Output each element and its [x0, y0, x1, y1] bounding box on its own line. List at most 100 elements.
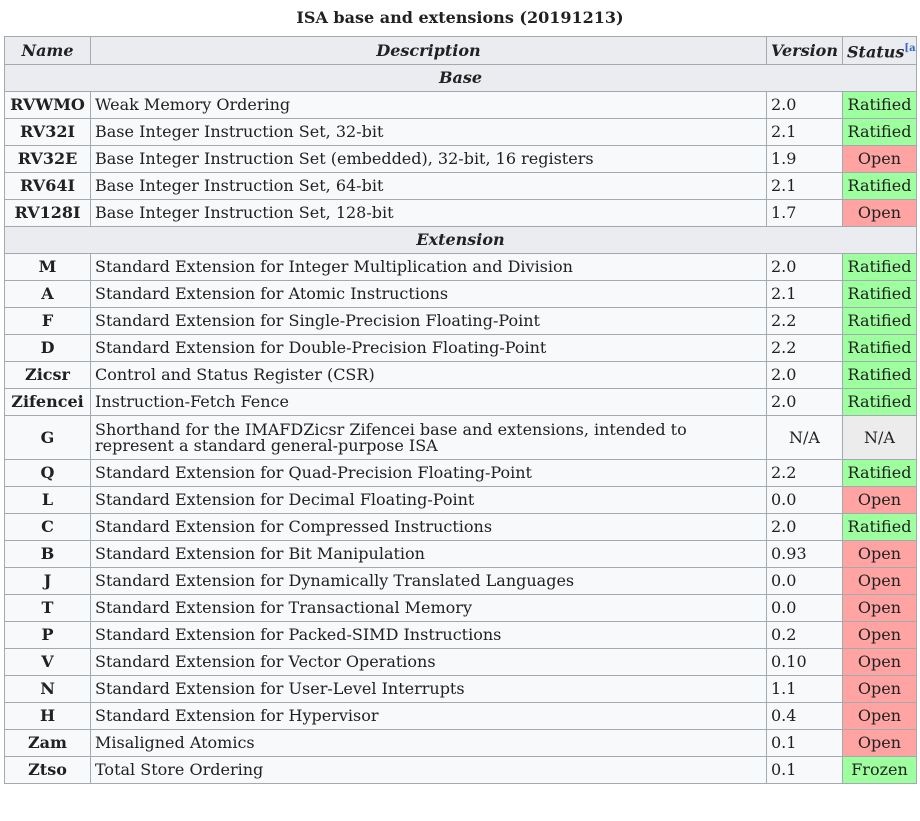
column-header-status[interactable]: Status[a] — [842, 36, 917, 65]
table-row: Ztso Total Store Ordering 0.1 Frozen — [4, 756, 917, 784]
extension-name[interactable]: C — [4, 513, 91, 541]
extension-name[interactable]: P — [4, 621, 91, 649]
table-row: RV32E Base Integer Instruction Set (embed… — [4, 145, 917, 173]
status-badge: Ratified — [842, 361, 917, 389]
extension-name[interactable]: M — [4, 253, 91, 281]
extension-version: 2.2 — [766, 459, 843, 487]
extension-version: 1.7 — [766, 199, 843, 227]
extension-version: 2.1 — [766, 280, 843, 308]
section-title: Base — [4, 64, 917, 92]
status-badge: Open — [842, 145, 917, 173]
extension-description: Standard Extension for Transactional Mem… — [90, 594, 767, 622]
section-title: Extension — [4, 226, 917, 254]
status-badge: Open — [842, 648, 917, 676]
extension-version: 0.93 — [766, 540, 843, 568]
table-row: F Standard Extension for Single-Precision… — [4, 307, 917, 335]
table-row: V Standard Extension for Vector Operation… — [4, 648, 917, 676]
extension-version: 0.1 — [766, 756, 843, 784]
extension-name[interactable]: A — [4, 280, 91, 308]
status-badge: N/A — [842, 415, 917, 460]
table-row: Q Standard Extension for Quad-Precision F… — [4, 459, 917, 487]
extension-description: Base Integer Instruction Set, 128-bit — [90, 199, 767, 227]
extension-description: Standard Extension for Compressed Instru… — [90, 513, 767, 541]
extension-name[interactable]: Zifencei — [4, 388, 91, 416]
extension-version: 0.0 — [766, 486, 843, 514]
extension-description: Standard Extension for Packed-SIMD Instr… — [90, 621, 767, 649]
extension-description: Standard Extension for Hypervisor — [90, 702, 767, 730]
extension-name[interactable]: Zicsr — [4, 361, 91, 389]
table-row: RVWMO Weak Memory Ordering 2.0 Ratified — [4, 91, 917, 119]
extension-name[interactable]: H — [4, 702, 91, 730]
extension-name[interactable]: F — [4, 307, 91, 335]
extension-description: Total Store Ordering — [90, 756, 767, 784]
extension-name[interactable]: J — [4, 567, 91, 595]
status-badge: Open — [842, 567, 917, 595]
table-row: Zicsr Control and Status Register (CSR) 2.… — [4, 361, 917, 389]
status-badge: Open — [842, 702, 917, 730]
extension-description: Standard Extension for Atomic Instructio… — [90, 280, 767, 308]
section-row-base: Base — [4, 64, 917, 92]
extension-version: N/A — [766, 415, 843, 460]
extension-version: 2.0 — [766, 513, 843, 541]
extension-version: 0.0 — [766, 594, 843, 622]
extension-name[interactable]: RVWMO — [4, 91, 91, 119]
extension-description: Standard Extension for Decimal Floating-… — [90, 486, 767, 514]
column-header-version[interactable]: Version — [766, 36, 843, 65]
extension-description: Base Integer Instruction Set, 64-bit — [90, 172, 767, 200]
extension-name[interactable]: G — [4, 415, 91, 460]
extension-description: Standard Extension for Integer Multiplic… — [90, 253, 767, 281]
column-header-name[interactable]: Name — [4, 36, 91, 65]
extension-version: 0.2 — [766, 621, 843, 649]
extension-version: 2.1 — [766, 172, 843, 200]
status-badge: Ratified — [842, 280, 917, 308]
isa-table: Name Description Version Status[a] BaseR… — [4, 36, 917, 784]
column-header-description[interactable]: Description — [90, 36, 767, 65]
status-badge: Ratified — [842, 253, 917, 281]
extension-name[interactable]: Zam — [4, 729, 91, 757]
extension-version: 2.0 — [766, 91, 843, 119]
table-row: J Standard Extension for Dynamically Tran… — [4, 567, 917, 595]
status-badge: Ratified — [842, 459, 917, 487]
extension-name[interactable]: Q — [4, 459, 91, 487]
table-row: A Standard Extension for Atomic Instructi… — [4, 280, 917, 308]
extension-description: Base Integer Instruction Set (embedded),… — [90, 145, 767, 173]
extension-name[interactable]: L — [4, 486, 91, 514]
extension-version: 2.0 — [766, 388, 843, 416]
extension-name[interactable]: B — [4, 540, 91, 568]
extension-version: 2.0 — [766, 253, 843, 281]
extension-name[interactable]: RV32I — [4, 118, 91, 146]
extension-name[interactable]: RV32E — [4, 145, 91, 173]
table-row: T Standard Extension for Transactional Me… — [4, 594, 917, 622]
extension-name[interactable]: N — [4, 675, 91, 703]
table-row: L Standard Extension for Decimal Floating… — [4, 486, 917, 514]
status-badge: Ratified — [842, 388, 917, 416]
status-badge: Ratified — [842, 118, 917, 146]
extension-name[interactable]: RV128I — [4, 199, 91, 227]
status-badge: Open — [842, 486, 917, 514]
status-badge: Ratified — [842, 307, 917, 335]
extension-description: Standard Extension for Bit Manipulation — [90, 540, 767, 568]
status-badge: Ratified — [842, 513, 917, 541]
section-row-extension: Extension — [4, 226, 917, 254]
table-row: P Standard Extension for Packed-SIMD Inst… — [4, 621, 917, 649]
extension-version: 1.1 — [766, 675, 843, 703]
status-badge: Ratified — [842, 334, 917, 362]
extension-description: Weak Memory Ordering — [90, 91, 767, 119]
extension-version: 0.1 — [766, 729, 843, 757]
table-row: N Standard Extension for User-Level Inter… — [4, 675, 917, 703]
extension-description: Standard Extension for Quad-Precision Fl… — [90, 459, 767, 487]
status-footnote-link[interactable]: [a] — [904, 42, 916, 54]
extension-description: Standard Extension for Double-Precision … — [90, 334, 767, 362]
extension-description: Standard Extension for Vector Operations — [90, 648, 767, 676]
header-row: Name Description Version Status[a] — [4, 36, 917, 65]
extension-name[interactable]: Ztso — [4, 756, 91, 784]
extension-version: 0.4 — [766, 702, 843, 730]
extension-name[interactable]: RV64I — [4, 172, 91, 200]
extension-description: Control and Status Register (CSR) — [90, 361, 767, 389]
extension-version: 0.10 — [766, 648, 843, 676]
status-badge: Open — [842, 675, 917, 703]
extension-name[interactable]: D — [4, 334, 91, 362]
extension-name[interactable]: V — [4, 648, 91, 676]
extension-version: 2.2 — [766, 307, 843, 335]
extension-name[interactable]: T — [4, 594, 91, 622]
